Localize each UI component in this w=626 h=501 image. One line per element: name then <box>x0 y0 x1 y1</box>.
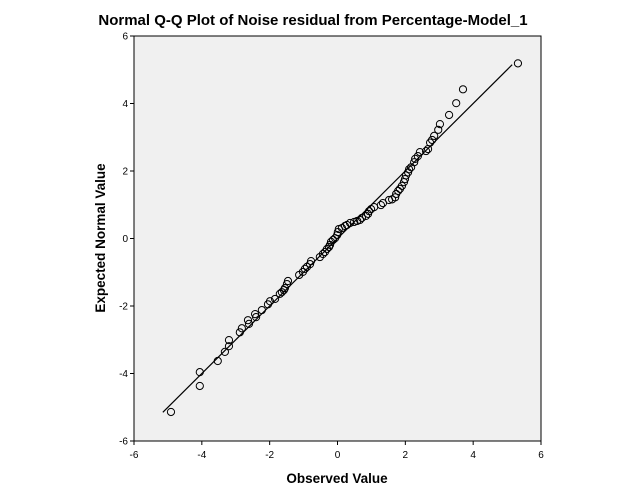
data-point <box>315 252 324 262</box>
data-point <box>300 264 310 273</box>
data-point <box>283 276 293 286</box>
data-point <box>328 235 338 244</box>
data-point <box>318 249 328 259</box>
data-point <box>270 294 280 304</box>
data-point <box>195 381 204 391</box>
data-point <box>244 319 254 328</box>
data-point <box>444 110 454 120</box>
data-point <box>425 138 435 147</box>
data-point <box>357 213 367 223</box>
data-point <box>306 257 316 266</box>
data-point <box>421 146 431 156</box>
data-point <box>404 165 414 174</box>
data-point <box>166 407 176 417</box>
y-axis-label: Expected Normal Value <box>93 163 108 313</box>
data-point <box>415 148 425 157</box>
data-point <box>430 131 439 140</box>
y-tick-label: 2 <box>122 167 128 178</box>
data-point <box>224 342 234 351</box>
data-point <box>391 193 400 202</box>
data-point <box>434 125 443 134</box>
y-tick-label: -6 <box>119 437 128 448</box>
data-point <box>235 328 244 337</box>
data-point <box>355 215 364 225</box>
data-point <box>237 324 246 333</box>
data-point <box>333 231 342 240</box>
data-point <box>513 59 523 68</box>
x-tick-label: -2 <box>265 450 274 461</box>
data-point <box>257 305 266 315</box>
data-point <box>243 316 253 325</box>
data-point <box>458 85 468 94</box>
data-point <box>265 297 275 306</box>
y-tick-label: 6 <box>122 32 128 43</box>
x-tick-label: 4 <box>470 450 476 461</box>
x-tick-label: -6 <box>130 450 139 461</box>
data-point <box>213 356 222 366</box>
data-point <box>364 207 374 216</box>
chart-title: Normal Q-Q Plot of Noise residual from P… <box>98 12 527 29</box>
y-tick-label: -2 <box>119 302 128 313</box>
data-point <box>252 313 261 322</box>
y-tick-label: -4 <box>119 369 128 380</box>
y-tick-label: 0 <box>122 234 128 245</box>
x-tick-label: 6 <box>538 450 544 461</box>
data-point <box>400 175 410 184</box>
x-axis-label: Observed Value <box>286 471 388 486</box>
data-point <box>280 284 290 293</box>
data-point <box>411 154 420 163</box>
data-point <box>435 119 445 129</box>
data-point <box>224 335 234 345</box>
data-point <box>376 200 386 210</box>
data-point <box>410 158 419 167</box>
data-point <box>413 152 422 161</box>
x-tick-label: -4 <box>197 450 206 461</box>
data-point <box>220 347 229 356</box>
x-tick-label: 0 <box>335 450 341 461</box>
x-tick-label: 2 <box>403 450 409 461</box>
data-point <box>195 368 204 377</box>
data-point <box>452 99 461 108</box>
data-point <box>428 135 437 145</box>
y-tick-label: 4 <box>122 99 128 110</box>
